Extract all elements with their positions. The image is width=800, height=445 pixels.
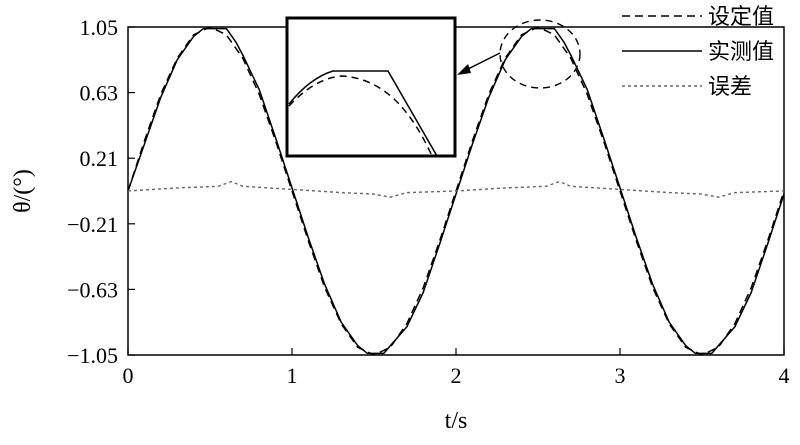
x-tick-label: 0 xyxy=(123,363,134,388)
series-line-2 xyxy=(127,180,785,198)
inset-frame xyxy=(285,16,457,158)
legend-label-2: 误差 xyxy=(708,75,752,100)
series-line-1 xyxy=(127,27,785,355)
y-tick-label: 0.21 xyxy=(80,146,119,171)
legend-label-0: 设定值 xyxy=(708,5,774,30)
inset-measured-line xyxy=(288,70,438,157)
y-tick-label: −1.05 xyxy=(67,343,118,368)
y-axis-label: θ/(°) xyxy=(10,169,36,213)
y-tick-label: 1.05 xyxy=(80,15,119,40)
x-tick-label: 3 xyxy=(615,363,626,388)
y-tick-label: −0.63 xyxy=(67,277,118,302)
x-tick-label: 1 xyxy=(287,363,298,388)
x-tick-label: 2 xyxy=(451,363,462,388)
inset-zoom xyxy=(285,16,457,158)
legend-label-1: 实测值 xyxy=(708,40,774,65)
series-layer xyxy=(127,26,785,356)
x-tick-label: 4 xyxy=(779,363,790,388)
zoom-arrow-head xyxy=(457,64,471,75)
y-tick-label: 0.63 xyxy=(80,81,119,106)
x-axis-label: t/s xyxy=(445,408,468,434)
y-tick-label: −0.21 xyxy=(67,212,118,237)
ticks-layer: 0 1 2 3 4 1.05 0.63 0.21 −0.21 −0.63 −1.05 xyxy=(67,15,789,388)
zoom-circle xyxy=(499,19,581,89)
